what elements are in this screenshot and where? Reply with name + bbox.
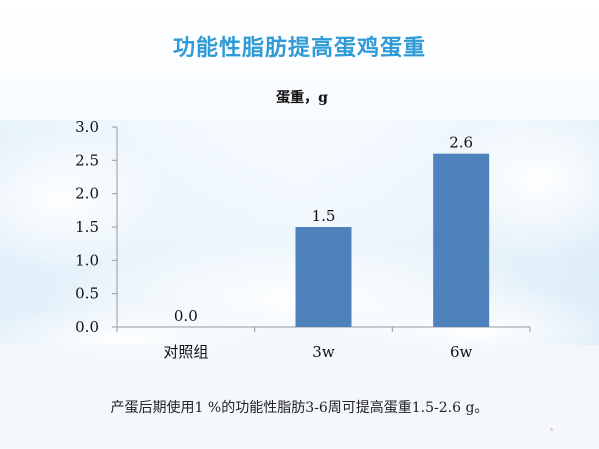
y-tick-label: 1.0 <box>75 251 99 269</box>
category-label-1: 3w <box>312 343 335 361</box>
slide-caption: 产蛋后期使用1 %的功能性脂肪3-6周可提高蛋重1.5-2.6 g。 <box>110 400 489 416</box>
bar-1 <box>295 227 352 327</box>
y-tick-label: 0.5 <box>75 285 99 303</box>
data-label-2: 2.6 <box>449 134 473 152</box>
y-tick-label: 2.5 <box>75 151 99 169</box>
y-tick-label: 3.0 <box>75 118 99 136</box>
bar-2 <box>433 153 490 327</box>
category-label-2: 6w <box>450 343 473 361</box>
bar-chart: 蛋重，g 0.0 0.5 1.0 1.5 2.0 2.5 3.0 0.0 对照组 1.5 3w 2.6 6… <box>75 89 531 361</box>
slide-title: 功能性脂肪提高蛋鸡蛋重 <box>172 36 426 61</box>
data-label-1: 1.5 <box>312 207 336 225</box>
category-label-0: 对照组 <box>163 343 208 361</box>
page-marker <box>550 428 553 431</box>
data-label-0: 0.0 <box>174 307 198 325</box>
y-tick-label: 0.0 <box>75 318 99 336</box>
chart-title: 蛋重，g <box>276 89 328 106</box>
y-tick-label: 2.0 <box>75 185 99 203</box>
y-tick-label: 1.5 <box>75 218 99 236</box>
